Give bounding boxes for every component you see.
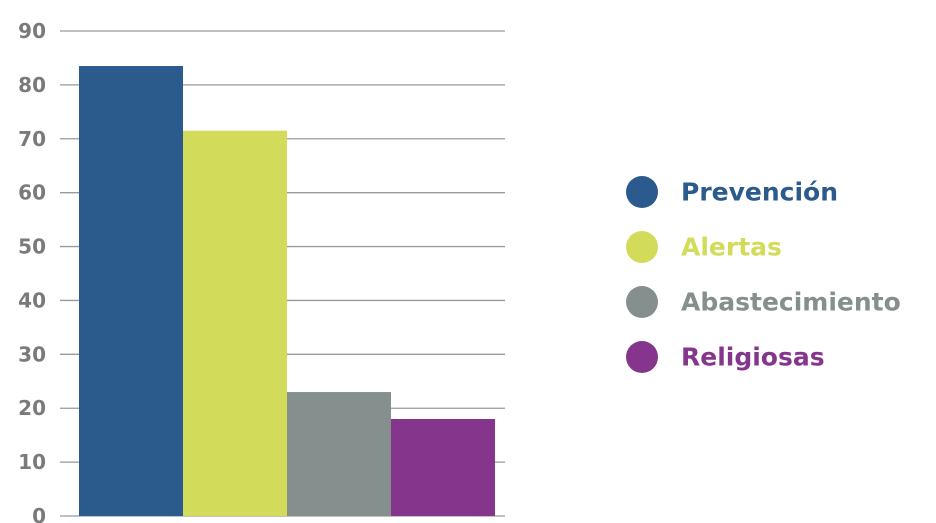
legend-label-3: Religiosas bbox=[681, 343, 825, 372]
legend: Prevención Alertas Abastecimiento Religiosa… bbox=[626, 176, 901, 373]
legend-item-0: Prevención bbox=[626, 176, 838, 208]
y-tick-label-30: 30 bbox=[18, 342, 46, 366]
y-tick-label-90: 90 bbox=[18, 19, 46, 43]
legend-item-1: Alertas bbox=[626, 231, 782, 263]
y-axis-tick-labels: 0 10 20 30 40 50 60 70 80 90 bbox=[18, 19, 46, 523]
legend-marker-2 bbox=[626, 286, 658, 318]
legend-marker-1 bbox=[626, 231, 658, 263]
legend-marker-0 bbox=[626, 176, 658, 208]
bar-0 bbox=[79, 66, 183, 517]
y-tick-label-40: 40 bbox=[18, 288, 46, 312]
legend-label-1: Alertas bbox=[681, 233, 782, 262]
y-tick-label-70: 70 bbox=[18, 127, 46, 151]
bar-3 bbox=[391, 419, 495, 516]
y-tick-label-60: 60 bbox=[18, 181, 46, 205]
bars bbox=[79, 66, 495, 517]
legend-item-2: Abastecimiento bbox=[626, 286, 901, 318]
legend-label-0: Prevención bbox=[681, 178, 838, 207]
bar-2 bbox=[287, 392, 391, 516]
legend-item-3: Religiosas bbox=[626, 341, 825, 373]
legend-marker-3 bbox=[626, 341, 658, 373]
y-tick-label-0: 0 bbox=[32, 504, 46, 523]
y-tick-label-80: 80 bbox=[18, 73, 46, 97]
y-tick-label-20: 20 bbox=[18, 396, 46, 420]
bar-1 bbox=[183, 130, 287, 516]
legend-label-2: Abastecimiento bbox=[681, 288, 901, 317]
y-tick-label-10: 10 bbox=[18, 450, 46, 474]
y-tick-label-50: 50 bbox=[18, 235, 46, 259]
